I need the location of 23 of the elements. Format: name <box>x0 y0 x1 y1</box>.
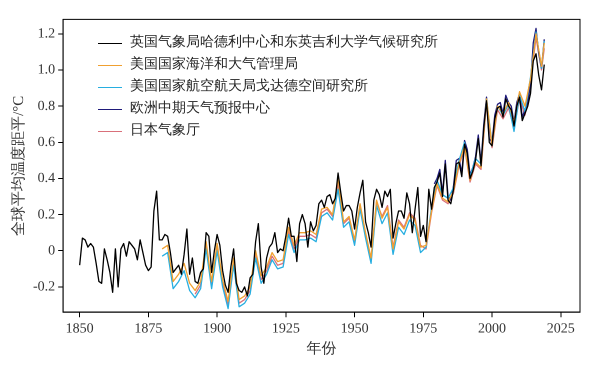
x-tick-label: 1900 <box>203 321 232 336</box>
y-tick-label: 0.2 <box>38 207 56 222</box>
x-tick-label: 1925 <box>272 321 300 336</box>
y-tick-label: 0.4 <box>38 171 56 186</box>
x-tick-label: 1950 <box>340 321 369 336</box>
y-tick-label: 1.2 <box>38 26 56 42</box>
legend-label: 美国国家航空航天局戈达德空间研究所 <box>130 77 368 96</box>
x-tick-label: 1975 <box>409 321 438 336</box>
x-axis-title: 年份 <box>306 340 337 357</box>
x-tick-label: 2000 <box>478 321 506 336</box>
y-tick-label: -0.2 <box>32 280 56 295</box>
legend-label: 美国国家海洋和大气管理局 <box>130 55 298 74</box>
legend-label: 欧洲中期天气预报中心 <box>130 99 270 118</box>
y-axis-title: 全球平均温度距平/°C <box>10 96 27 236</box>
y-tick-label: 0 <box>48 243 56 258</box>
legend-label: 日本气象厅 <box>130 122 200 140</box>
x-tick-label: 1875 <box>134 321 162 336</box>
y-tick-label: 1.0 <box>38 62 56 78</box>
x-tick-label: 1850 <box>66 321 94 336</box>
legend-label: 英国气象局哈德利中心和东英吉利大学气候研究所 <box>130 33 438 52</box>
y-tick-label: 0.6 <box>38 134 56 150</box>
x-tick-label: 2025 <box>546 321 575 336</box>
y-tick-label: 0.8 <box>38 98 56 114</box>
